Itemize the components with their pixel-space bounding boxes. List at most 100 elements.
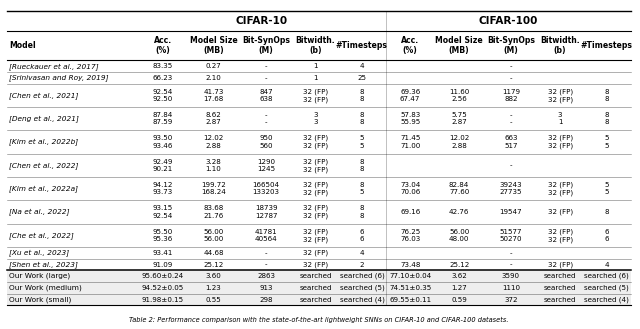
Text: 41781
40564: 41781 40564 <box>255 229 278 242</box>
Text: 32 (FP)
32 (FP): 32 (FP) 32 (FP) <box>303 181 328 196</box>
Text: Acc.
(%): Acc. (%) <box>154 36 172 56</box>
Bar <box>7 270 630 282</box>
Text: Bitwidth.
(b): Bitwidth. (b) <box>296 36 335 56</box>
Text: 5
5: 5 5 <box>604 182 609 195</box>
Text: -: - <box>265 63 268 69</box>
Text: searched (4): searched (4) <box>584 296 629 303</box>
Text: Bitwidth.
(b): Bitwidth. (b) <box>540 36 580 56</box>
Text: 8
8: 8 8 <box>360 205 364 219</box>
Text: -: - <box>509 63 512 69</box>
Text: 32 (FP)
32 (FP): 32 (FP) 32 (FP) <box>303 135 328 149</box>
Text: 93.50
93.46: 93.50 93.46 <box>152 135 173 149</box>
Text: 0.27: 0.27 <box>205 63 221 69</box>
Text: 83.35: 83.35 <box>153 63 173 69</box>
Text: 25.12: 25.12 <box>449 262 469 267</box>
Text: [Che et al., 2022]: [Che et al., 2022] <box>9 232 74 239</box>
Text: Acc.
(%): Acc. (%) <box>401 36 419 56</box>
Text: 8
8: 8 8 <box>360 159 364 172</box>
Text: -: - <box>509 250 512 256</box>
Text: Bit-SynOps
(M): Bit-SynOps (M) <box>487 36 535 56</box>
Text: 1179
882: 1179 882 <box>502 89 520 102</box>
Text: #Timesteps: #Timesteps <box>580 41 632 50</box>
Text: 32 (FP)
32 (FP): 32 (FP) 32 (FP) <box>547 88 573 103</box>
Text: 0.59: 0.59 <box>451 296 467 303</box>
Text: 3590: 3590 <box>502 273 520 279</box>
Text: 3.62: 3.62 <box>451 273 467 279</box>
Text: [Shen et al., 2023]: [Shen et al., 2023] <box>9 261 78 268</box>
Text: 56.00
48.00: 56.00 48.00 <box>449 229 469 242</box>
Text: 92.49
90.21: 92.49 90.21 <box>152 159 173 172</box>
Text: 950
560: 950 560 <box>259 135 273 149</box>
Text: 95.50
95.36: 95.50 95.36 <box>153 229 173 242</box>
Text: 51577
50270: 51577 50270 <box>500 229 522 242</box>
Text: 92.54
92.50: 92.54 92.50 <box>152 89 173 102</box>
Text: 847
638: 847 638 <box>259 89 273 102</box>
Text: 8
8: 8 8 <box>360 89 364 102</box>
Text: 1110: 1110 <box>502 285 520 291</box>
Text: 18739
12787: 18739 12787 <box>255 205 277 219</box>
Text: searched (5): searched (5) <box>584 285 629 291</box>
Text: -: - <box>509 262 512 267</box>
Text: 3
3: 3 3 <box>313 112 317 125</box>
Text: 1: 1 <box>313 75 317 81</box>
Text: CIFAR-100: CIFAR-100 <box>479 16 538 26</box>
Text: 2863: 2863 <box>257 273 275 279</box>
Text: 12.02
2.88: 12.02 2.88 <box>449 135 469 149</box>
Text: -
-: - - <box>265 112 268 125</box>
Text: 32 (FP): 32 (FP) <box>303 261 328 268</box>
Text: searched: searched <box>299 285 332 291</box>
Text: Our Work (medium): Our Work (medium) <box>9 285 82 291</box>
Text: [Rueckauer et al., 2017]: [Rueckauer et al., 2017] <box>9 63 99 70</box>
Text: 39243
27735: 39243 27735 <box>499 182 522 195</box>
Text: 42.76: 42.76 <box>449 209 469 215</box>
Text: Our Work (small): Our Work (small) <box>9 296 71 303</box>
Text: 8: 8 <box>604 209 609 215</box>
Text: 76.25
76.03: 76.25 76.03 <box>400 229 420 242</box>
Text: 1.27: 1.27 <box>451 285 467 291</box>
Text: 91.98±0.15: 91.98±0.15 <box>141 296 184 303</box>
Text: 2: 2 <box>360 262 364 267</box>
Text: [Kim et al., 2022b]: [Kim et al., 2022b] <box>9 139 78 145</box>
Text: 74.51±0.35: 74.51±0.35 <box>389 285 431 291</box>
Text: 94.52±0.05: 94.52±0.05 <box>141 285 184 291</box>
Text: 91.09: 91.09 <box>153 262 173 267</box>
Text: -: - <box>509 75 512 81</box>
Text: 3.28
1.10: 3.28 1.10 <box>205 159 221 172</box>
Text: searched: searched <box>299 273 332 279</box>
Text: 12.02
2.88: 12.02 2.88 <box>204 135 223 149</box>
Text: 1: 1 <box>313 63 317 69</box>
Text: 25.12: 25.12 <box>204 262 223 267</box>
Text: #Timesteps: #Timesteps <box>336 41 388 50</box>
Text: 77.10±0.04: 77.10±0.04 <box>389 273 431 279</box>
Text: 25: 25 <box>358 75 367 81</box>
Text: Our Work (large): Our Work (large) <box>9 273 70 279</box>
Text: 95.60±0.24: 95.60±0.24 <box>141 273 184 279</box>
Text: 1290
1245: 1290 1245 <box>257 159 275 172</box>
Text: 32 (FP)
32 (FP): 32 (FP) 32 (FP) <box>547 135 573 149</box>
Text: 913: 913 <box>259 285 273 291</box>
Text: 1.23: 1.23 <box>205 285 221 291</box>
Text: 56.00
56.00: 56.00 56.00 <box>204 229 223 242</box>
Text: 44.68: 44.68 <box>203 250 224 256</box>
Text: Table 2: Performance comparison with the state-of-the-art lightweight SNNs on CI: Table 2: Performance comparison with the… <box>129 317 509 323</box>
Text: 8
8: 8 8 <box>604 89 609 102</box>
Text: 5
5: 5 5 <box>604 135 609 149</box>
Text: -: - <box>265 250 268 256</box>
Text: -: - <box>509 162 512 168</box>
Text: 2.10: 2.10 <box>205 75 221 81</box>
Text: 94.12
93.73: 94.12 93.73 <box>152 182 173 195</box>
Text: -: - <box>265 75 268 81</box>
Text: 32 (FP)
32 (FP): 32 (FP) 32 (FP) <box>303 88 328 103</box>
Text: searched: searched <box>299 296 332 303</box>
Text: 32 (FP): 32 (FP) <box>547 261 573 268</box>
Text: 8
8: 8 8 <box>604 112 609 125</box>
Text: searched (4): searched (4) <box>339 296 385 303</box>
Text: 11.60
2.56: 11.60 2.56 <box>449 89 469 102</box>
Text: searched: searched <box>544 273 576 279</box>
Text: [Kim et al., 2022a]: [Kim et al., 2022a] <box>9 185 78 192</box>
Text: 298: 298 <box>259 296 273 303</box>
Text: 66.23: 66.23 <box>153 75 173 81</box>
Text: 8
5: 8 5 <box>360 182 364 195</box>
Text: [Srinivasan and Roy, 2019]: [Srinivasan and Roy, 2019] <box>9 74 108 81</box>
Text: 199.72
168.24: 199.72 168.24 <box>201 182 226 195</box>
